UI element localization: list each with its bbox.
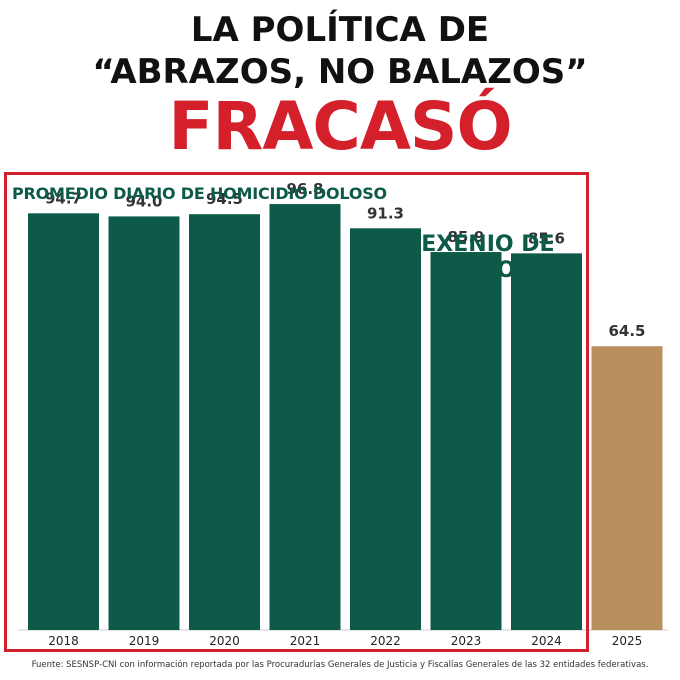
sexenio-annotation: SEXENIO DE AMLO [405, 232, 555, 283]
x-tick-label-2020: 2020 [209, 634, 240, 648]
x-tick-label-2018: 2018 [48, 634, 79, 648]
bar-value-label-2020: 94.5 [206, 190, 243, 208]
bar-2020 [189, 214, 260, 630]
bar-2023 [430, 252, 502, 631]
headline-line-1: LA POLÍTICA DE [190, 10, 490, 50]
chart-title: PROMEDIO DIARIO DE HOMICIDIO DOLOSO [12, 184, 387, 203]
x-tick-label-2019: 2019 [129, 634, 160, 648]
x-tick-label-2024: 2024 [531, 634, 562, 648]
x-tick-label-2021: 2021 [290, 634, 321, 648]
source-note: Fuente: SESNSP-CNI con información repor… [31, 660, 649, 670]
bar-2024 [511, 253, 582, 631]
bar-2025 [591, 346, 663, 630]
bar-2021 [269, 204, 341, 630]
x-tick-label-2025: 2025 [612, 634, 643, 648]
bar-value-label-2023: 85.9 [447, 228, 484, 246]
x-tick-label-2022: 2022 [370, 634, 401, 648]
bar-value-label-2022: 91.3 [367, 204, 404, 222]
headline-line-2: “ABRAZOS, NO BALAZOS” [92, 52, 588, 92]
tick-labels-group: 2018 2019 2020 2021 2022 2023 2024 2025 [48, 634, 642, 648]
bar-2018 [28, 213, 99, 630]
bar-value-label-2021: 96.8 [286, 180, 323, 198]
bars-group [28, 204, 663, 631]
headline-failed: FRACASÓ [168, 88, 512, 165]
bar-2022 [350, 228, 421, 630]
bar-value-label-2025: 64.5 [608, 322, 645, 340]
bar-value-label-2018: 94.7 [45, 189, 82, 207]
bar-2019 [108, 216, 180, 630]
value-labels-group: 94.7 94.0 94.5 96.8 91.3 85.9 85.6 64.5 [45, 180, 646, 340]
chart-highlight-frame [4, 172, 589, 652]
bar-value-label-2024: 85.6 [528, 229, 565, 247]
bar-value-label-2019: 94.0 [125, 192, 162, 210]
x-tick-label-2023: 2023 [451, 634, 482, 648]
